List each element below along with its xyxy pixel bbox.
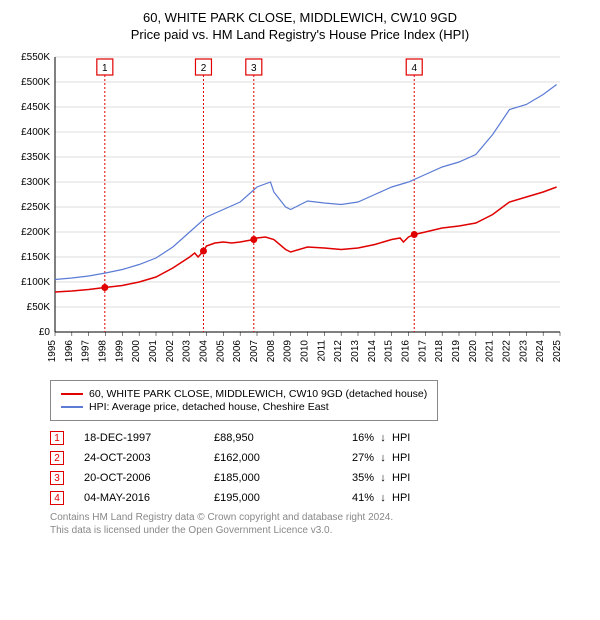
svg-text:2006: 2006 — [232, 340, 243, 363]
transaction-marker: 3 — [50, 471, 64, 485]
svg-text:£300K: £300K — [21, 177, 50, 188]
transaction-arrow-icon: ↓ — [374, 452, 392, 464]
svg-text:2025: 2025 — [552, 340, 563, 363]
transaction-date: 18-DEC-1997 — [84, 432, 214, 444]
transaction-marker: 4 — [50, 491, 64, 505]
svg-text:1998: 1998 — [98, 340, 109, 363]
svg-text:2008: 2008 — [266, 340, 277, 363]
transaction-arrow-icon: ↓ — [374, 492, 392, 504]
svg-text:1999: 1999 — [114, 340, 125, 363]
transaction-row: 3 20-OCT-2006£185,00035%↓HPI — [50, 471, 590, 485]
footer-line2: This data is licensed under the Open Gov… — [50, 524, 590, 537]
svg-text:2010: 2010 — [300, 340, 311, 363]
transactions-table: 118-DEC-1997£88,95016%↓HPI224-OCT-2003£1… — [50, 431, 590, 505]
svg-text:£550K: £550K — [21, 52, 50, 63]
legend-swatch — [61, 393, 83, 395]
transaction-hpi-label: HPI — [392, 432, 410, 444]
svg-text:£100K: £100K — [21, 277, 50, 288]
transaction-price: £185,000 — [214, 472, 324, 484]
transaction-price: £195,000 — [214, 492, 324, 504]
svg-text:2019: 2019 — [451, 340, 462, 363]
svg-text:2022: 2022 — [502, 340, 513, 363]
transaction-hpi-label: HPI — [392, 472, 410, 484]
legend-swatch — [61, 406, 83, 408]
svg-text:2011: 2011 — [316, 340, 327, 362]
transaction-hpi-label: HPI — [392, 452, 410, 464]
transaction-row: 1 18-DEC-1997£88,95016%↓HPI — [50, 431, 590, 445]
footer-line1: Contains HM Land Registry data © Crown c… — [50, 511, 590, 524]
legend-item: 60, WHITE PARK CLOSE, MIDDLEWICH, CW10 9… — [61, 388, 427, 400]
legend-item: HPI: Average price, detached house, Ches… — [61, 401, 427, 413]
svg-text:2020: 2020 — [468, 340, 479, 363]
transaction-date: 20-OCT-2006 — [84, 472, 214, 484]
svg-text:2014: 2014 — [367, 340, 378, 363]
svg-text:1: 1 — [102, 63, 108, 74]
transaction-row: 4 04-MAY-2016£195,00041%↓HPI — [50, 491, 590, 505]
transaction-marker: 2 — [50, 451, 64, 465]
svg-text:1997: 1997 — [81, 340, 92, 363]
transaction-pct: 27% — [324, 452, 374, 464]
svg-text:£450K: £450K — [21, 102, 50, 113]
svg-text:£200K: £200K — [21, 227, 50, 238]
svg-text:2021: 2021 — [485, 340, 496, 363]
svg-text:2023: 2023 — [518, 340, 529, 363]
svg-text:2024: 2024 — [535, 340, 546, 363]
svg-text:£250K: £250K — [21, 202, 50, 213]
svg-text:2002: 2002 — [165, 340, 176, 363]
price-chart: £0 £50K £100K £150K £200K £250K £300K £350K £400… — [10, 52, 590, 372]
transaction-row: 2 24-OCT-2003£162,00027%↓HPI — [50, 451, 590, 465]
svg-text:2012: 2012 — [333, 340, 344, 363]
svg-text:£350K: £350K — [21, 152, 50, 163]
svg-text:£50K: £50K — [27, 302, 51, 313]
footer-attribution: Contains HM Land Registry data © Crown c… — [50, 511, 590, 537]
transaction-date: 24-OCT-2003 — [84, 452, 214, 464]
svg-text:1996: 1996 — [64, 340, 75, 363]
svg-text:2018: 2018 — [434, 340, 445, 363]
svg-text:2017: 2017 — [417, 340, 428, 363]
svg-text:4: 4 — [411, 63, 417, 74]
svg-text:3: 3 — [251, 63, 257, 74]
svg-text:2001: 2001 — [148, 340, 159, 363]
chart-title-subtitle: Price paid vs. HM Land Registry's House … — [10, 27, 590, 42]
svg-text:1995: 1995 — [47, 340, 58, 363]
transaction-arrow-icon: ↓ — [374, 472, 392, 484]
svg-text:£500K: £500K — [21, 77, 50, 88]
svg-text:2004: 2004 — [199, 340, 210, 363]
svg-text:2009: 2009 — [283, 340, 294, 363]
svg-text:2013: 2013 — [350, 340, 361, 363]
svg-text:2003: 2003 — [182, 340, 193, 363]
transaction-pct: 41% — [324, 492, 374, 504]
transaction-date: 04-MAY-2016 — [84, 492, 214, 504]
transaction-price: £162,000 — [214, 452, 324, 464]
chart-legend: 60, WHITE PARK CLOSE, MIDDLEWICH, CW10 9… — [50, 380, 438, 421]
transaction-arrow-icon: ↓ — [374, 432, 392, 444]
svg-text:£400K: £400K — [21, 127, 50, 138]
transaction-marker: 1 — [50, 431, 64, 445]
svg-text:2015: 2015 — [384, 340, 395, 363]
svg-text:2000: 2000 — [131, 340, 142, 363]
chart-title-address: 60, WHITE PARK CLOSE, MIDDLEWICH, CW10 9… — [10, 10, 590, 25]
transaction-pct: 16% — [324, 432, 374, 444]
svg-text:2007: 2007 — [249, 340, 260, 363]
svg-text:£0: £0 — [39, 327, 51, 338]
transaction-pct: 35% — [324, 472, 374, 484]
svg-text:2005: 2005 — [215, 340, 226, 363]
transaction-price: £88,950 — [214, 432, 324, 444]
svg-text:2: 2 — [201, 63, 207, 74]
svg-text:2016: 2016 — [401, 340, 412, 363]
svg-text:£150K: £150K — [21, 252, 50, 263]
transaction-hpi-label: HPI — [392, 492, 410, 504]
legend-label: HPI: Average price, detached house, Ches… — [89, 401, 329, 413]
legend-label: 60, WHITE PARK CLOSE, MIDDLEWICH, CW10 9… — [89, 388, 427, 400]
